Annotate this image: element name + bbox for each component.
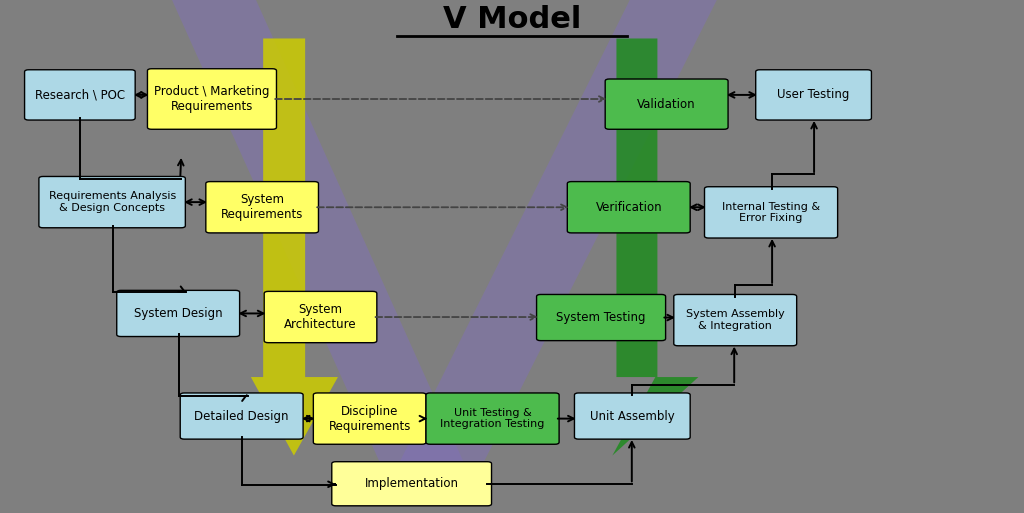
Text: Research \ POC: Research \ POC xyxy=(35,88,125,102)
FancyBboxPatch shape xyxy=(674,294,797,346)
Text: Detailed Design: Detailed Design xyxy=(195,409,289,423)
FancyBboxPatch shape xyxy=(117,290,240,337)
Text: Discipline
Requirements: Discipline Requirements xyxy=(329,405,411,432)
FancyBboxPatch shape xyxy=(705,187,838,238)
Text: Implementation: Implementation xyxy=(365,477,459,490)
Text: Internal Testing &
Error Fixing: Internal Testing & Error Fixing xyxy=(722,202,820,223)
Text: System Testing: System Testing xyxy=(556,311,646,324)
Text: System Design: System Design xyxy=(134,307,222,320)
FancyBboxPatch shape xyxy=(147,69,276,129)
Text: System
Architecture: System Architecture xyxy=(285,303,356,331)
Polygon shape xyxy=(251,38,338,456)
Text: Verification: Verification xyxy=(595,201,663,214)
FancyBboxPatch shape xyxy=(180,393,303,439)
FancyBboxPatch shape xyxy=(332,462,492,506)
FancyBboxPatch shape xyxy=(25,70,135,120)
FancyBboxPatch shape xyxy=(264,291,377,343)
Text: System
Requirements: System Requirements xyxy=(221,193,303,221)
Text: User Testing: User Testing xyxy=(777,88,850,102)
FancyBboxPatch shape xyxy=(605,79,728,129)
FancyBboxPatch shape xyxy=(567,182,690,233)
Polygon shape xyxy=(172,0,473,483)
FancyBboxPatch shape xyxy=(574,393,690,439)
Text: Unit Assembly: Unit Assembly xyxy=(590,409,675,423)
Text: Unit Testing &
Integration Testing: Unit Testing & Integration Testing xyxy=(440,408,545,429)
FancyBboxPatch shape xyxy=(39,176,185,228)
Text: Validation: Validation xyxy=(637,97,696,111)
Text: V Model: V Model xyxy=(442,5,582,34)
Polygon shape xyxy=(612,38,698,456)
FancyBboxPatch shape xyxy=(426,393,559,444)
FancyBboxPatch shape xyxy=(313,393,426,444)
FancyBboxPatch shape xyxy=(756,70,871,120)
Text: Product \ Marketing
Requirements: Product \ Marketing Requirements xyxy=(155,85,269,113)
FancyBboxPatch shape xyxy=(206,182,318,233)
Text: Requirements Analysis
& Design Concepts: Requirements Analysis & Design Concepts xyxy=(48,191,176,213)
Polygon shape xyxy=(389,0,717,483)
Text: System Assembly
& Integration: System Assembly & Integration xyxy=(686,309,784,331)
FancyBboxPatch shape xyxy=(537,294,666,341)
